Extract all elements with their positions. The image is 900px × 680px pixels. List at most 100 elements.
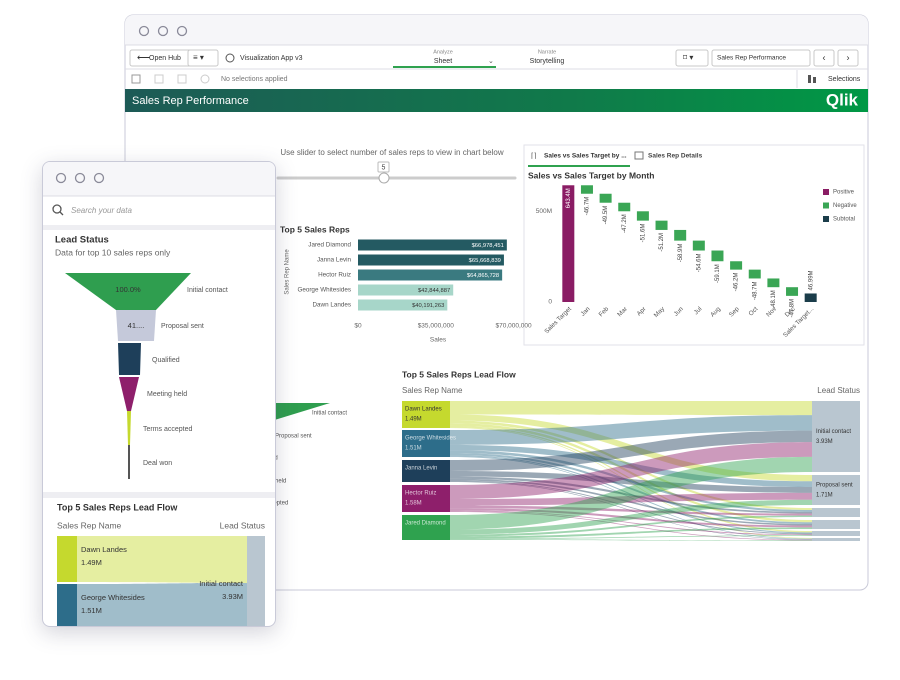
value-label: -54.6M [696,254,702,273]
funnel-stage [65,273,191,310]
waterfall-bar [786,287,799,296]
sheet-title: Sales Rep Performance [132,95,249,107]
legend-label: Positive [833,190,855,196]
logo: Qlik [826,90,859,109]
value-label: $40,191,263 [412,303,444,309]
window-dot[interactable] [74,172,86,184]
tab-caption: Narrate [538,49,556,55]
target-name: Proposal sent [816,483,853,489]
x-tick-label: Jul [693,306,704,317]
target-node [812,520,860,529]
next-button[interactable] [837,49,859,67]
storytelling-tab[interactable]: Storytelling [530,58,565,65]
flow-ribbon [450,415,812,445]
selection-tool[interactable] [154,74,164,84]
y-axis-label: Sales Rep Name [285,249,291,295]
funnel-label: Proposal sent [275,434,312,440]
chart-title: Top 5 Sales Reps [280,224,350,234]
waterfall-bar [804,293,817,302]
selections-icon [813,77,816,83]
search-icon [52,204,62,214]
sheet-selector-label: Sales Rep Performance [717,55,786,62]
source-value: 1.51M [81,606,102,615]
value-label: $64,865,728 [467,273,499,279]
mobile-window: Search your data Lead Status Data for to… [42,161,276,627]
chart-title: Top 5 Sales Reps Lead Flow [402,369,516,379]
chart-tab[interactable]: Sales vs Sales Target by ... [544,153,627,160]
flow-ribbon [450,425,812,533]
selection-tool[interactable] [200,74,210,84]
source-node [402,485,450,512]
source-name: Dawn Landes [405,407,442,413]
flow-ribbon [450,476,812,514]
slider-thumb[interactable] [378,172,390,184]
value-label: 46.99M [808,270,814,290]
bookmark-button[interactable] [675,49,709,67]
source-value: 1.49M [405,417,422,423]
waterfall-bar [730,261,743,270]
source-node [57,536,77,582]
funnel-value: 41.... [128,321,145,330]
flow-ribbon [450,508,812,528]
legend-label: Subtotal [833,217,855,223]
window-dot[interactable] [176,25,188,37]
selection-tool[interactable] [131,74,141,84]
value-label: -47.8M [790,299,796,318]
window-dot[interactable] [138,25,150,37]
y-tick-label: 500M [536,208,552,215]
bookmark-icon: ⌑ ▾ [683,53,693,62]
chart-title: Lead Status [55,235,109,246]
chart-tab[interactable]: Sales Rep Details [648,153,703,160]
flow-ribbon [450,535,812,540]
funnel-stage [128,445,130,479]
chart-title: Top 5 Sales Reps Lead Flow [57,502,178,512]
chart-subtitle: Data for top 10 sales reps only [55,247,171,257]
flow-ribbon [450,478,812,526]
title-bar [43,162,275,196]
flow-ribbon [77,582,247,626]
menu-button[interactable] [187,49,219,67]
legend-swatch [823,202,829,209]
slider-value: 5 [382,164,386,171]
app-name: Visualization App v3 [240,55,303,62]
window-dot[interactable] [157,25,169,37]
funnel-stage [127,411,131,445]
prev-icon: ‹ [823,52,826,62]
target-node [247,536,265,626]
tab-caption: Analyze [433,49,453,55]
next-icon: › [847,52,850,62]
funnel-label: Deal won [143,460,172,467]
right-axis-label: Lead Status [817,386,860,395]
flow-ribbon [450,455,812,534]
source-node [402,515,450,540]
selections-button[interactable]: Selections [828,76,861,83]
waterfall-bar [692,240,705,251]
selection-tool[interactable] [177,74,187,84]
category-label: Hector Ruiz [318,272,351,279]
source-name: Dawn Landes [81,545,127,554]
value-label: -48.1M [771,290,777,309]
tab-icon [634,151,644,160]
sheet-tab[interactable]: Sheet [434,58,452,65]
search-icon [59,211,64,216]
value-label: -46.7M [585,197,591,216]
bar [358,284,454,296]
flow-ribbon [77,536,247,583]
window-dot[interactable] [93,172,105,184]
source-name: George Whitesides [81,593,145,602]
search-input[interactable]: Search your data [71,206,132,215]
waterfall-bar [711,250,724,262]
source-value: 1.51M [405,446,422,452]
target-node [812,475,860,505]
tab-icon: ⌈⌉ [531,152,537,160]
chevron[interactable]: ⌄ [488,58,494,65]
window-dot[interactable] [55,172,67,184]
target-value: 3.93M [222,592,243,601]
prev-button[interactable] [813,49,835,67]
sheet-selector[interactable] [711,49,811,67]
category-label: Jared Diamond [308,242,351,249]
right-axis-label: Lead Status [220,520,265,530]
flow-ribbon [450,427,812,539]
chart-title: Sales vs Sales Target by Month [528,170,654,180]
flow-ribbon [450,452,812,525]
